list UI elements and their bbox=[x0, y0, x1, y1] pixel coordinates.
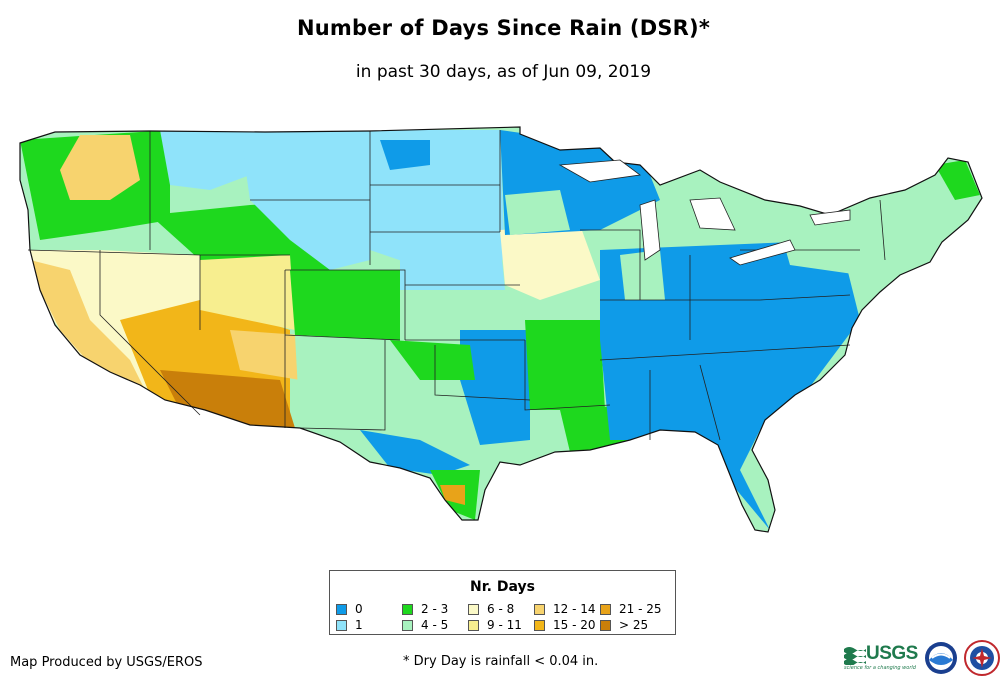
state-borders bbox=[27, 130, 886, 441]
us-dsr-map bbox=[19, 126, 983, 533]
region-nd-wet bbox=[380, 140, 430, 170]
legend-swatch bbox=[402, 619, 413, 631]
legend-label: > 25 bbox=[619, 618, 649, 632]
border-line bbox=[99, 250, 201, 416]
lake-erie bbox=[729, 239, 796, 266]
legend-swatch bbox=[336, 603, 347, 615]
legend-item: 0 bbox=[336, 601, 402, 617]
region-new-mexico bbox=[295, 335, 385, 430]
footnote-text: * Dry Day is rainfall < 0.04 in. bbox=[403, 654, 599, 669]
usgs-wave-icon bbox=[844, 647, 866, 665]
us-outline bbox=[19, 126, 983, 533]
legend-item: 9 - 11 bbox=[468, 617, 534, 633]
legend-label: 4 - 5 bbox=[421, 618, 449, 632]
credit-text: Map Produced by USGS/EROS bbox=[10, 655, 203, 670]
legend: Nr. Days 0 1 2 - 3 4 - 5 6 - 8 9 - 11 12 - 14 1… bbox=[329, 570, 676, 635]
legend-swatch bbox=[336, 619, 347, 631]
legend-label: 2 - 3 bbox=[421, 602, 449, 616]
lake-michigan bbox=[639, 199, 661, 261]
border-line bbox=[600, 294, 851, 301]
lake-superior bbox=[558, 159, 642, 183]
usgs-logo-text: USGS bbox=[866, 643, 918, 664]
region-montana bbox=[240, 130, 370, 205]
legend-label: 6 - 8 bbox=[487, 602, 515, 616]
region-montana-west bbox=[160, 130, 250, 190]
border-line bbox=[599, 344, 851, 361]
region-minnesota-south bbox=[505, 190, 570, 235]
lake-ontario bbox=[809, 209, 851, 226]
region-az-central bbox=[230, 330, 300, 380]
border-line bbox=[699, 364, 721, 441]
region-oklahoma-east bbox=[460, 330, 530, 445]
region-wyoming-east bbox=[250, 200, 370, 270]
legend-swatch bbox=[468, 619, 479, 631]
border-line bbox=[299, 340, 386, 431]
legend-label: 0 bbox=[355, 602, 363, 616]
legend-title: Nr. Days bbox=[470, 579, 535, 595]
border-line bbox=[284, 334, 401, 341]
region-utah bbox=[200, 255, 295, 330]
region-east bbox=[600, 240, 860, 530]
legend-label: 12 - 14 bbox=[553, 602, 596, 616]
map-title: Number of Days Since Rain (DSR)* bbox=[296, 16, 711, 40]
great-lakes bbox=[558, 159, 851, 266]
legend-label: 15 - 20 bbox=[553, 618, 596, 632]
region-maine bbox=[935, 160, 980, 200]
region-arkansas bbox=[525, 320, 605, 410]
border-line bbox=[524, 340, 611, 411]
border-line bbox=[285, 269, 406, 340]
region-oregon-dry bbox=[60, 135, 140, 200]
region-kansas bbox=[400, 290, 525, 340]
legend-item: > 25 bbox=[600, 617, 666, 633]
legend-grid: 0 1 2 - 3 4 - 5 6 - 8 9 - 11 12 - 14 15 - 20 21 … bbox=[336, 601, 676, 633]
region-oklahoma bbox=[390, 340, 475, 380]
legend-item: 21 - 25 bbox=[600, 601, 666, 617]
legend-swatch bbox=[534, 619, 545, 631]
region-iowa bbox=[500, 225, 600, 300]
legend-swatch bbox=[600, 619, 611, 631]
legend-label: 21 - 25 bbox=[619, 602, 662, 616]
region-illinois bbox=[620, 250, 665, 300]
region-texas-west bbox=[360, 430, 470, 475]
usgs-logo: USGS science for a changing world bbox=[844, 643, 918, 671]
border-line bbox=[434, 345, 531, 401]
legend-label: 1 bbox=[355, 618, 363, 632]
legend-swatch bbox=[402, 603, 413, 615]
lake-huron bbox=[689, 197, 736, 231]
border-line bbox=[879, 199, 886, 261]
usgs-logo-tagline: science for a changing world bbox=[844, 665, 916, 671]
map-subtitle: in past 30 days, as of Jun 09, 2019 bbox=[355, 62, 652, 82]
legend-item: 2 - 3 bbox=[402, 601, 468, 617]
border-line bbox=[580, 229, 641, 300]
legend-label: 9 - 11 bbox=[487, 618, 522, 632]
legend-item: 12 - 14 bbox=[534, 601, 600, 617]
legend-item: 15 - 20 bbox=[534, 617, 600, 633]
region-colorado bbox=[290, 270, 400, 340]
nws-logo-icon bbox=[964, 640, 1000, 676]
region-texas-dry bbox=[440, 485, 465, 505]
dsr-color-regions bbox=[20, 127, 982, 532]
noaa-logo-icon bbox=[925, 642, 957, 674]
legend-item: 6 - 8 bbox=[468, 601, 534, 617]
legend-swatch bbox=[468, 603, 479, 615]
legend-item: 4 - 5 bbox=[402, 617, 468, 633]
legend-swatch bbox=[600, 603, 611, 615]
region-california-coast bbox=[30, 260, 150, 400]
region-new-york bbox=[780, 210, 900, 275]
legend-swatch bbox=[534, 603, 545, 615]
legend-item: 1 bbox=[336, 617, 402, 633]
